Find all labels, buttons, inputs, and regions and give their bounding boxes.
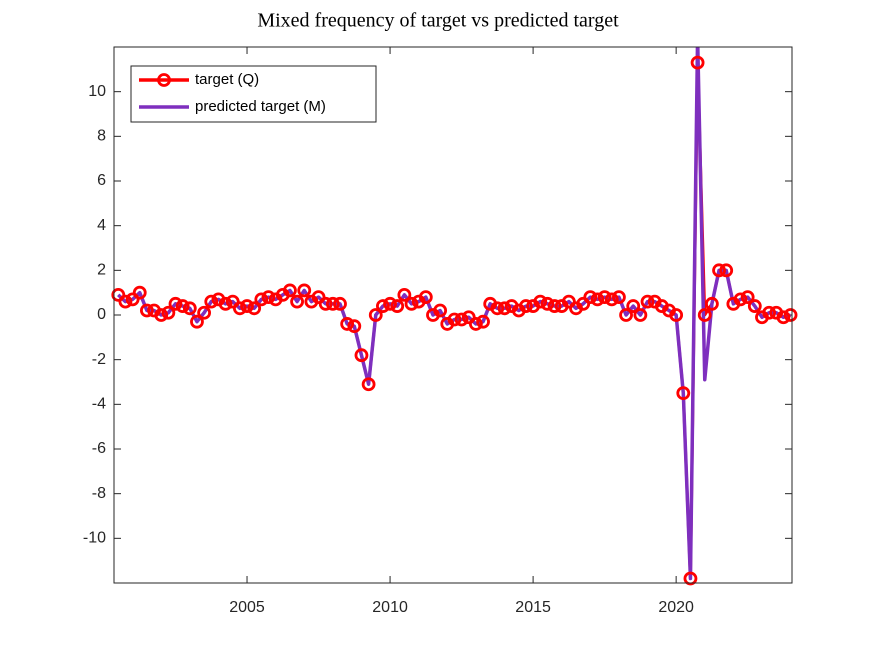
x-tick-label: 2020: [658, 599, 694, 616]
series-marker: [468, 317, 483, 331]
series-marker: [476, 314, 490, 329]
series-marker: [454, 312, 469, 327]
legend-box: [130, 65, 377, 123]
series-marker: [368, 308, 383, 322]
series-marker: [240, 299, 254, 313]
series-marker: [354, 348, 369, 363]
series-marker: [747, 299, 762, 313]
x-tick-label: 2010: [372, 599, 408, 616]
legend-marker: [157, 73, 171, 87]
y-tick-label: 4: [97, 217, 106, 234]
series-marker: [719, 263, 734, 278]
series-marker: [497, 301, 512, 316]
series-marker: [783, 308, 798, 322]
series-marker: [590, 292, 605, 307]
y-tick-label: 8: [97, 128, 106, 145]
y-tick-label: -6: [92, 440, 106, 457]
series-marker: [490, 301, 505, 316]
y-tick-label: -8: [92, 485, 106, 502]
y-tick-label: -2: [92, 351, 106, 368]
series-marker: [261, 290, 276, 305]
series-marker: [533, 294, 548, 309]
series-marker: [161, 305, 176, 320]
series-marker: [604, 292, 619, 307]
series-marker: [540, 296, 555, 311]
series-marker: [519, 299, 533, 313]
series-marker: [697, 308, 712, 322]
y-tick-label: 10: [88, 83, 106, 100]
x-tick-label: 2005: [229, 599, 265, 616]
series-marker: [297, 283, 312, 298]
chart-title: Mixed frequency of target vs predicted t…: [257, 10, 619, 32]
axes-box: [113, 46, 793, 584]
series-marker: [619, 308, 633, 322]
series-marker: [325, 296, 340, 311]
series-marker: [740, 290, 755, 305]
series-marker: [576, 296, 591, 311]
y-tick-label: -4: [92, 396, 106, 413]
series-marker: [612, 290, 626, 305]
series-marker: [390, 299, 405, 313]
series-marker: [461, 310, 476, 325]
x-tick-label: 2015: [515, 599, 551, 616]
series-marker: [547, 299, 562, 313]
series-marker: [290, 294, 304, 309]
series-marker: [232, 301, 247, 316]
series-marker: [683, 571, 698, 586]
series-marker: [218, 296, 233, 311]
legend-label: target (Q): [195, 71, 259, 88]
series-marker: [204, 294, 219, 309]
series-marker: [132, 285, 147, 300]
y-tick-label: 6: [97, 172, 106, 189]
legend-label: predicted target (M): [195, 98, 326, 115]
series-marker: [225, 294, 240, 309]
series-marker: [283, 283, 297, 298]
series-marker: [111, 287, 126, 302]
series-marker: [733, 292, 748, 307]
series-marker: [669, 308, 684, 322]
series-marker: [182, 301, 197, 316]
series-marker: [626, 299, 641, 313]
series-marker: [561, 294, 576, 309]
series-marker: [197, 305, 212, 320]
series-marker: [361, 377, 376, 392]
series-marker: [640, 294, 655, 309]
series-marker: [168, 296, 183, 311]
series-marker: [447, 312, 462, 327]
series-marker: [433, 303, 448, 318]
series-marker: [762, 305, 777, 320]
series-marker: [125, 292, 140, 307]
y-tick-label: -10: [83, 530, 106, 547]
series-marker: [118, 294, 133, 309]
series-marker: [340, 317, 355, 331]
series-marker: [318, 296, 333, 311]
series-marker: [311, 290, 326, 305]
y-tick-label: 0: [97, 306, 106, 323]
series-marker: [347, 319, 362, 334]
series-marker: [712, 263, 726, 278]
series-marker: [633, 308, 648, 322]
y-tick-label: 2: [97, 262, 106, 279]
series-marker: [254, 292, 269, 307]
series-marker: [139, 303, 154, 318]
series-marker: [383, 296, 397, 311]
legend: target (Q) predicted target (M): [130, 65, 377, 123]
series-marker: [247, 301, 262, 316]
series-marker: [190, 314, 204, 329]
series-marker: [776, 310, 791, 325]
series-marker: [175, 299, 190, 313]
series-marker: [397, 287, 412, 302]
series-marker: [690, 55, 705, 70]
series-marker: [418, 290, 433, 305]
series-marker: [597, 290, 612, 305]
series-marker: [154, 308, 169, 322]
series-marker: [376, 299, 390, 313]
series-marker: [676, 386, 691, 401]
series-marker: [333, 296, 347, 311]
series-marker: [704, 296, 719, 311]
series-marker: [404, 296, 419, 311]
series-marker: [583, 290, 598, 305]
